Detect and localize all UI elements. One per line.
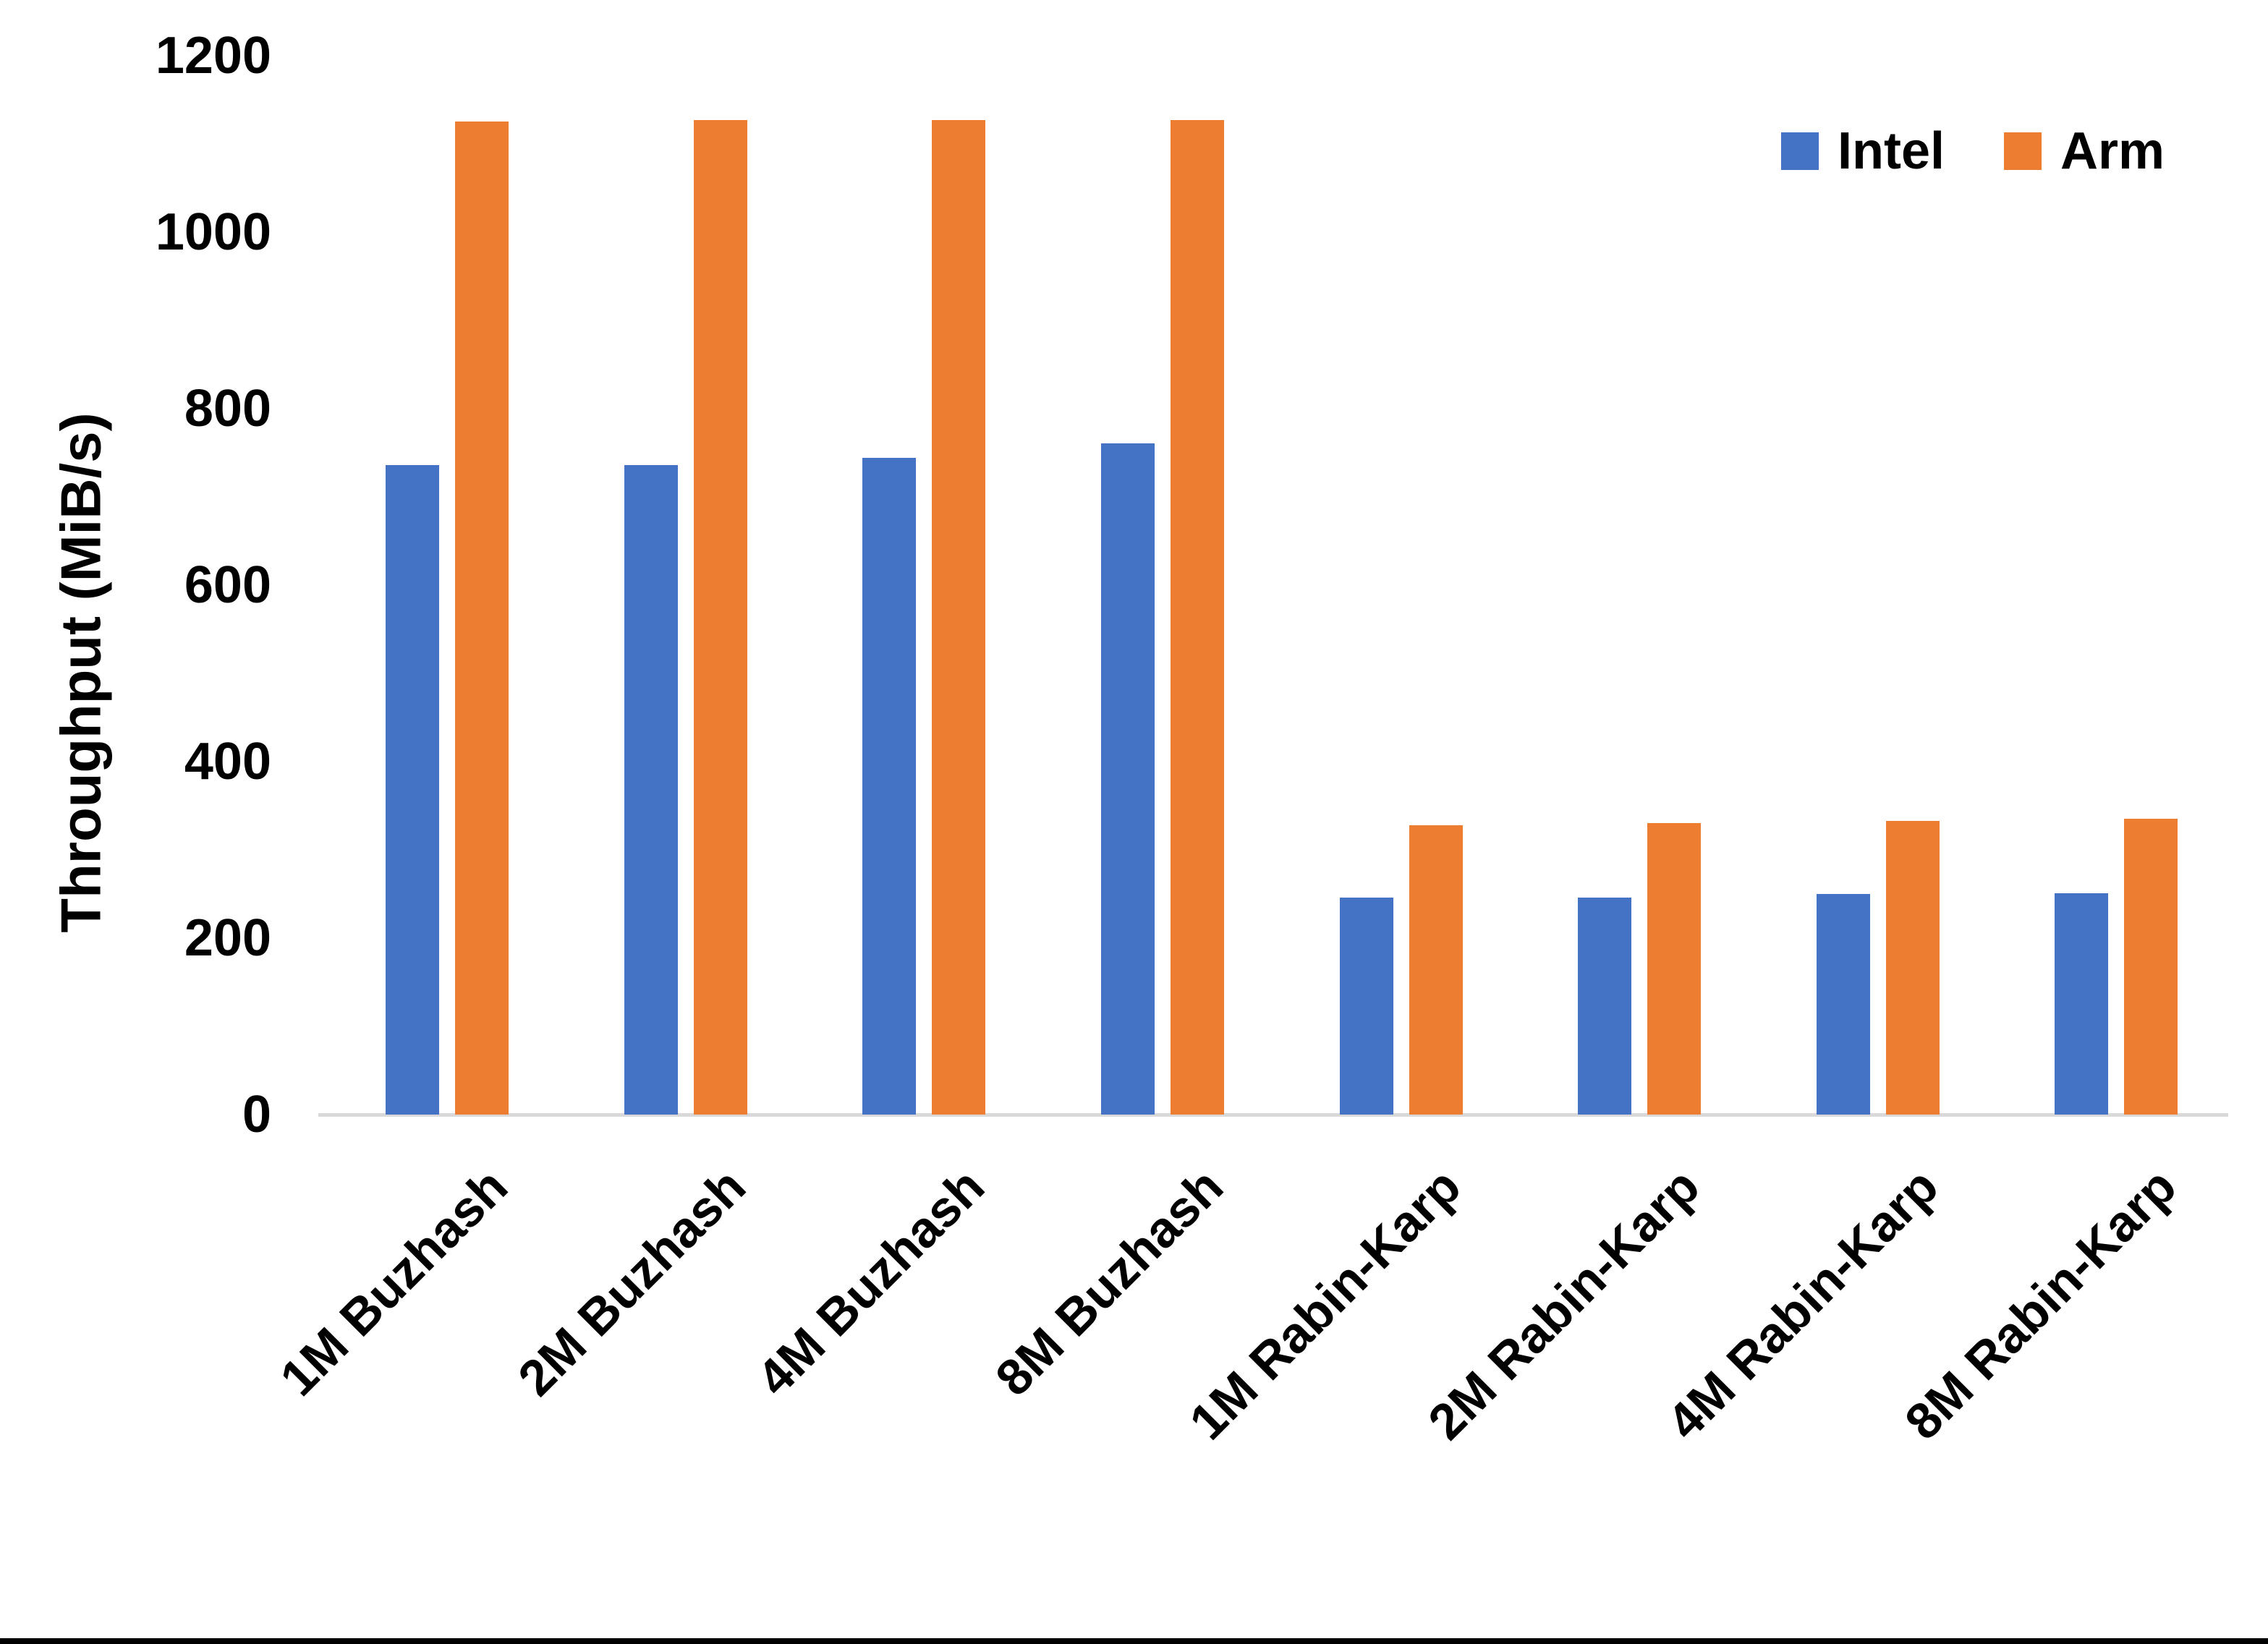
bar-arm-8m-rabin-karp [2124,819,2178,1115]
y-tick-label: 1200 [155,27,271,85]
bar-intel-1m-buzhash [386,465,439,1115]
y-tick-label: 200 [184,909,271,967]
bar-arm-2m-buzhash [694,120,747,1115]
x-category-label: 2M Buzhash [506,1157,756,1407]
bar-arm-1m-buzhash [455,122,509,1115]
y-tick-label: 0 [242,1086,271,1143]
bar-arm-4m-buzhash [932,120,985,1115]
arm-series-swatch-icon [2004,132,2042,170]
legend-label-intel: Intel [1838,122,1945,180]
x-category-label: 1M Buzhash [268,1157,518,1407]
intel-series-swatch-icon [1781,132,1819,170]
bottom-border [0,1638,2268,1644]
x-axis-line [318,1113,2228,1117]
legend-item-arm: Arm [2004,122,2165,181]
y-tick-label: 400 [184,733,271,791]
bar-intel-2m-rabin-karp [1578,898,1631,1115]
bar-arm-8m-buzhash [1171,120,1224,1115]
bar-arm-2m-rabin-karp [1647,823,1701,1115]
y-tick-label: 800 [184,380,271,438]
legend: Intel Arm [1781,122,2165,181]
bar-intel-8m-rabin-karp [2055,893,2108,1115]
y-tick-label: 600 [184,556,271,614]
bar-intel-8m-buzhash [1101,443,1155,1115]
legend-item-intel: Intel [1781,122,1945,181]
bar-intel-1m-rabin-karp [1340,898,1393,1115]
bar-intel-2m-buzhash [624,465,678,1115]
bar-arm-1m-rabin-karp [1409,825,1463,1115]
x-category-label: 8M Buzhash [984,1157,1233,1407]
legend-label-arm: Arm [2060,122,2165,180]
y-axis-title: Throughput (MiB/s) [48,412,113,933]
bar-intel-4m-buzhash [862,458,916,1115]
y-tick-label: 1000 [155,203,271,261]
x-category-label: 4M Buzhash [745,1157,995,1407]
bar-intel-4m-rabin-karp [1817,894,1870,1115]
bar-arm-4m-rabin-karp [1886,821,1940,1115]
